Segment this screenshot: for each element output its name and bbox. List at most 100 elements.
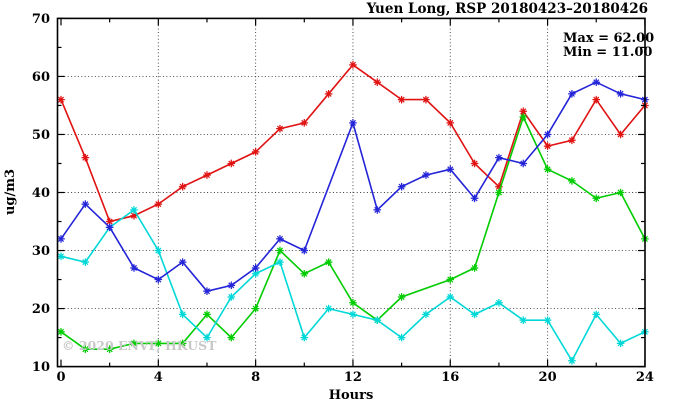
series-green-marker: [227, 333, 236, 342]
series-cyan-marker: [276, 258, 284, 266]
chart-title: Yuen Long, RSP 20180423–20180426: [366, 1, 648, 17]
series-red-marker: [495, 182, 503, 191]
y-tick-label: 60: [32, 70, 50, 85]
series-blue-marker: [592, 78, 601, 87]
series-cyan-marker: [519, 316, 528, 324]
series-cyan-marker: [130, 206, 138, 214]
series-blue-marker: [519, 159, 528, 168]
series-blue-marker: [57, 235, 65, 243]
series-red-marker: [373, 78, 382, 87]
series-red-marker: [81, 153, 90, 162]
series-cyan-marker: [81, 258, 90, 266]
x-axis-label: Hours: [329, 388, 374, 403]
series-green-marker: [397, 293, 406, 301]
series-blue-marker: [495, 153, 503, 162]
series-red-marker: [300, 119, 309, 127]
series-cyan-marker: [592, 310, 601, 319]
series-cyan-marker: [154, 246, 163, 255]
series-blue-marker: [543, 130, 552, 139]
series-blue-marker: [446, 165, 455, 174]
series-red-marker: [105, 217, 114, 226]
series-green-marker: [154, 339, 163, 348]
series-blue-marker: [154, 275, 163, 284]
series-cyan-marker: [178, 310, 187, 319]
series-green-marker: [203, 310, 211, 319]
y-tick-label: 40: [32, 186, 50, 201]
series-green-marker: [568, 177, 576, 185]
series-cyan-marker: [349, 310, 357, 319]
series-blue-marker: [81, 200, 90, 208]
series-green-marker: [349, 298, 357, 307]
series-green-marker: [130, 339, 138, 348]
series-green-line: [60, 114, 646, 350]
series-cyan-marker: [446, 293, 455, 301]
axis-ticks: [57, 17, 646, 368]
series-green-marker: [470, 264, 479, 272]
series-red-marker: [543, 142, 552, 150]
series-green-marker: [446, 275, 455, 284]
series-blue-marker: [470, 194, 479, 203]
series-blue-marker: [422, 171, 430, 179]
series-green-marker: [105, 345, 114, 353]
series-red-marker: [446, 119, 455, 127]
series-blue-marker: [203, 287, 211, 295]
series-blue-marker: [397, 182, 406, 191]
series-cyan-marker: [57, 252, 65, 261]
x-tick-label: 20: [539, 370, 557, 385]
series-red-marker: [178, 182, 187, 191]
watermark: © 2020 ENVF, HKUST: [62, 338, 217, 353]
series-cyan-marker: [397, 333, 406, 342]
max-annotation: Max = 62.00: [563, 31, 654, 46]
y-axis-label: ug/m3: [3, 169, 18, 215]
series-red-marker: [519, 107, 528, 116]
series-blue-marker: [300, 246, 309, 255]
series-red-marker: [349, 61, 357, 69]
series-red-marker: [422, 95, 430, 104]
series-blue-marker: [349, 119, 357, 127]
series-cyan-marker: [227, 293, 236, 301]
series-cyan-marker: [470, 310, 479, 319]
series-cyan-marker: [568, 356, 576, 365]
series-blue-marker: [568, 90, 576, 98]
series-green-marker: [251, 304, 260, 313]
series-red-marker: [592, 95, 601, 104]
series-red-marker: [203, 171, 211, 179]
series-red-marker: [397, 95, 406, 104]
series-cyan-marker: [251, 269, 260, 278]
series-cyan-marker: [543, 316, 552, 324]
series-cyan-marker: [300, 333, 309, 342]
series-green-marker: [495, 188, 503, 197]
series-blue-marker: [105, 223, 114, 232]
series-green-marker: [616, 188, 625, 197]
series-green-marker: [592, 194, 601, 203]
series-blue-marker: [276, 235, 284, 243]
series-green-marker: [519, 113, 528, 121]
series-green-marker: [81, 345, 90, 353]
series-red-line: [60, 63, 646, 223]
y-tick-label: 20: [32, 302, 50, 317]
series-cyan-marker: [203, 333, 211, 342]
x-tick-label: 16: [441, 370, 459, 385]
x-tick-label: 8: [251, 370, 260, 385]
x-tick-label: 4: [154, 370, 163, 385]
series-red-marker: [130, 211, 138, 220]
series-blue-line: [60, 81, 646, 293]
series-green-marker: [276, 246, 284, 255]
y-tick-label: 10: [32, 360, 50, 375]
x-tick-label: 12: [344, 370, 362, 385]
series-cyan-marker: [422, 310, 430, 319]
min-annotation: Min = 11.00: [563, 45, 652, 60]
series-green-marker: [178, 339, 187, 348]
series-red-marker: [324, 90, 333, 98]
series-blue-marker: [227, 281, 236, 290]
series-blue-marker: [616, 90, 625, 98]
series-green-marker: [324, 258, 333, 266]
series-red-marker: [154, 200, 163, 208]
series-red-marker: [251, 148, 260, 156]
gridlines: [57, 18, 645, 367]
y-tick-label: 70: [32, 12, 50, 27]
series-green-marker: [300, 269, 309, 278]
x-tick-label: 0: [56, 370, 65, 385]
